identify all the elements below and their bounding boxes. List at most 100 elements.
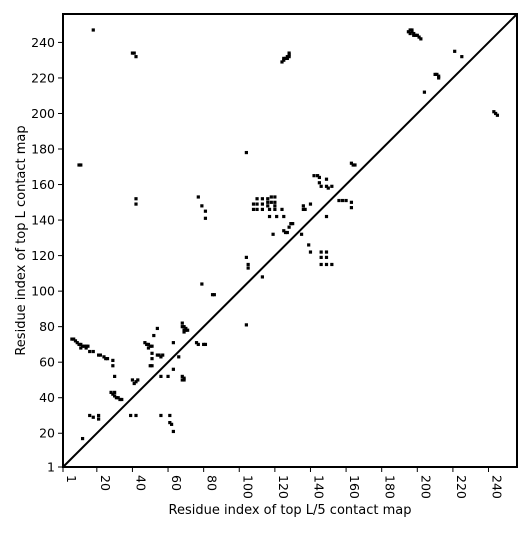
contact-point [317,181,321,185]
y-tick-label: 100 [31,284,55,299]
contact-point [422,90,427,94]
contact-point [408,31,412,36]
contact-point [266,204,270,208]
contact-point [433,72,437,76]
x-tick-label: 180 [383,475,398,499]
contact-point [260,275,264,279]
contact-point [109,390,113,394]
y-tick-label: 140 [31,213,55,228]
contact-point [130,51,135,55]
contact-point [267,214,272,219]
contact-point [184,328,188,332]
contact-point [269,200,273,204]
contact-point [351,163,355,167]
y-tick-label: 120 [31,248,55,263]
contact-point [155,326,159,331]
contact-point [301,204,305,208]
contact-point [273,195,277,199]
contact-point [495,113,500,117]
contact-point [255,197,259,201]
contact-point [312,174,316,178]
contact-point [113,394,117,398]
contact-point [196,195,200,199]
contact-point [255,202,259,206]
contact-point [283,230,288,235]
contact-point [280,207,284,212]
x-tick-label: 20 [98,475,113,491]
y-tick-label: 20 [39,426,55,441]
contact-point [113,390,117,394]
contact-point [324,214,329,219]
contact-point [203,216,208,220]
contact-point [97,417,101,421]
contact-point [412,31,416,36]
contact-point [134,413,138,418]
y-tick-label: 200 [31,106,55,121]
contact-point [182,376,186,380]
contact-point [182,328,186,332]
contact-point [150,351,154,355]
y-tick-label: 1 [47,460,55,475]
contact-point [77,342,81,347]
contact-point [180,378,184,382]
contact-point [324,255,329,259]
y-tick-label: 180 [31,142,55,157]
contact-point [317,175,321,180]
contact-point [182,330,186,334]
contact-point [88,413,92,418]
contact-point [244,323,248,327]
contact-point [171,341,175,345]
contact-point [116,396,120,400]
contact-point [152,333,156,338]
x-tick-label: 220 [454,475,469,499]
contact-point [118,397,122,402]
contact-point [84,344,88,348]
contact-point [91,28,95,32]
contact-point [203,342,208,347]
contact-point [159,355,163,359]
contact-point [177,355,181,359]
contact-point [282,56,286,61]
contact-point [203,209,208,213]
contact-point [146,346,151,350]
contact-point [194,341,199,345]
contact-point [134,197,138,201]
contact-point [287,225,291,229]
contact-point [269,195,273,199]
contact-point [267,207,272,212]
contact-point [171,367,175,371]
x-tick-label: 200 [418,475,433,499]
contact-point [166,374,170,378]
contact-point [340,198,345,203]
contact-point [97,413,101,418]
contact-point [129,413,133,418]
y-tick-label: 240 [31,35,55,50]
contact-point [303,207,307,212]
contact-point [282,229,286,233]
contact-point [91,349,95,354]
contact-point [200,282,204,286]
contact-point [170,422,174,426]
contact-point [437,74,441,78]
contact-point [319,255,323,259]
contact-point [301,207,305,212]
contact-point [79,346,83,350]
contact-point [266,200,270,204]
points-layer [70,28,500,441]
y-tick-label: 220 [31,70,55,85]
contact-point [77,163,81,167]
contact-point [70,337,74,341]
contact-point [349,161,354,165]
x-tick-label: 60 [169,475,184,491]
contact-point [168,420,172,425]
contact-point [287,51,291,55]
contact-point [134,55,138,59]
y-tick-label: 40 [39,390,55,405]
y-tick-label: 60 [39,355,55,370]
contact-point [180,325,184,329]
contact-point [316,174,320,178]
contact-point [289,222,293,226]
contact-point [419,37,423,41]
diagonal-line [62,13,518,468]
contact-point [132,381,136,386]
